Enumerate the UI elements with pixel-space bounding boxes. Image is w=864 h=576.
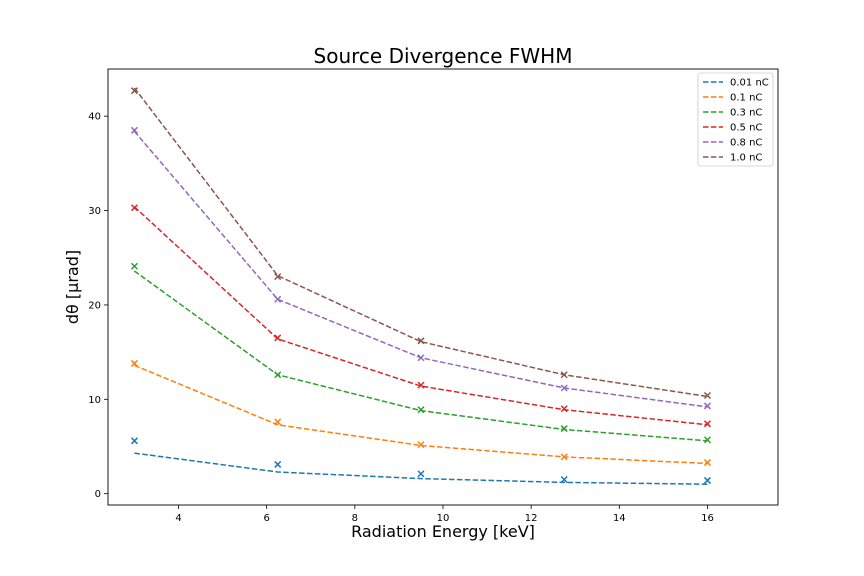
legend-box (697, 72, 774, 167)
data-point-marker (703, 476, 712, 484)
y-axis: 0 10 20 30 40 (88, 112, 108, 500)
series-0-01-nc (130, 437, 712, 485)
data-point-marker (274, 334, 282, 342)
x-axis-title: Radiation Energy [keV] (351, 522, 535, 541)
series-1-0-nc (130, 87, 712, 400)
data-point-marker (130, 126, 138, 134)
legend: 0.01 nC 0.1 nC 0.3 nC 0.5 nC 0.8 nC 1.0 nC (697, 72, 774, 167)
x-tick-label: 16 (701, 513, 714, 524)
data-point-marker (560, 475, 568, 484)
series-0-3-nc (130, 262, 712, 444)
data-point-marker (560, 384, 568, 392)
data-point-marker (274, 460, 282, 468)
series-0-5-nc (130, 204, 712, 428)
series-0-8-nc (130, 126, 712, 410)
data-point-marker (417, 441, 425, 449)
x-axis: 4 6 8 10 12 14 16 (175, 505, 714, 524)
data-point-marker (417, 354, 425, 362)
series-line (133, 130, 708, 408)
data-point-marker (274, 418, 282, 426)
plot-area (130, 87, 712, 485)
x-tick-label: 4 (175, 513, 181, 524)
series-line (134, 452, 708, 485)
y-tick-label: 0 (95, 489, 101, 500)
data-point-marker (703, 402, 712, 410)
data-point-marker (130, 437, 138, 445)
data-point-marker (703, 420, 712, 428)
y-tick-label: 30 (88, 206, 101, 217)
x-tick-label: 14 (613, 513, 626, 524)
x-tick-label: 8 (352, 513, 358, 524)
data-point-marker (274, 295, 282, 303)
data-point-marker (703, 459, 712, 467)
x-tick-label: 10 (437, 513, 450, 524)
plot-frame (107, 68, 779, 506)
data-point-marker (274, 371, 282, 379)
legend-label: 1.0 nC (730, 153, 762, 164)
legend-label: 0.1 nC (730, 93, 762, 104)
legend-label: 0.5 nC (730, 123, 762, 134)
data-point-marker (417, 381, 425, 389)
data-point-marker (560, 405, 568, 413)
data-point-marker (417, 337, 425, 345)
data-point-marker (560, 371, 568, 379)
data-point-marker (130, 87, 138, 95)
data-point-marker (130, 204, 138, 212)
y-tick-label: 20 (88, 300, 101, 311)
data-point-marker (703, 391, 712, 400)
y-axis-title: dθ [μrad] (63, 250, 82, 324)
chart-title: Source Divergence FWHM (314, 44, 573, 68)
legend-label: 0.8 nC (730, 138, 762, 149)
y-tick-label: 10 (88, 395, 101, 406)
series-0-1-nc (130, 359, 712, 467)
legend-label: 0.01 nC (730, 78, 769, 89)
data-point-marker (130, 359, 138, 367)
data-point-marker (703, 436, 712, 444)
series-line (133, 206, 708, 426)
data-point-marker (560, 453, 568, 461)
data-point-marker (417, 470, 425, 478)
series-line (134, 364, 708, 465)
data-point-marker (417, 406, 425, 414)
data-point-marker (560, 425, 568, 433)
data-point-marker (274, 273, 282, 281)
x-tick-label: 12 (525, 513, 538, 524)
x-tick-label: 6 (263, 513, 269, 524)
y-tick-label: 40 (88, 112, 101, 123)
series-line (133, 87, 708, 398)
data-point-marker (130, 262, 138, 270)
legend-label: 0.3 nC (730, 108, 762, 119)
